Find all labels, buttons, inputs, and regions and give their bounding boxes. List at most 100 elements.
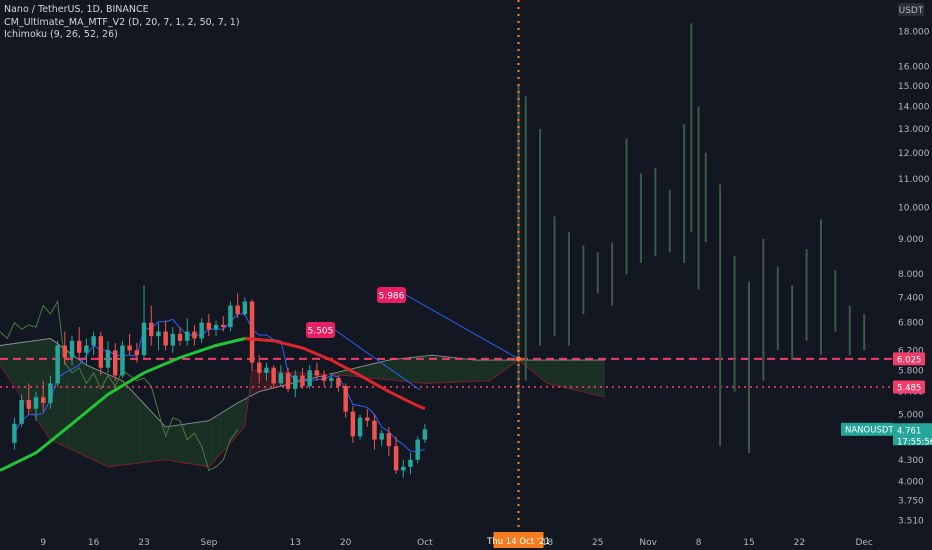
annotations[interactable]: 5.986 5.505	[306, 287, 519, 391]
cloud-segment	[122, 380, 130, 465]
cloud-segment	[201, 420, 209, 467]
candle-body[interactable]	[329, 378, 334, 381]
candle-body[interactable]	[170, 333, 176, 346]
candle-body[interactable]	[163, 331, 168, 346]
cloud-segment	[136, 395, 144, 464]
candle-body[interactable]	[300, 375, 305, 387]
cloud-segment	[554, 360, 562, 387]
candles[interactable]	[12, 285, 428, 478]
candle-body[interactable]	[120, 345, 125, 376]
candle-body[interactable]	[62, 345, 68, 358]
candle-body[interactable]	[19, 400, 24, 424]
candle-body[interactable]	[278, 372, 284, 384]
candle-body[interactable]	[192, 331, 197, 339]
cloud-segment	[381, 360, 389, 380]
cloud-segment	[144, 402, 152, 463]
candle-body[interactable]	[76, 340, 82, 353]
candle-body[interactable]	[365, 417, 370, 421]
candle-body[interactable]	[105, 350, 111, 368]
cloud-segment	[259, 370, 267, 392]
candle-body[interactable]	[221, 324, 226, 328]
candle-body[interactable]	[321, 375, 327, 381]
price-tick-label: 10.000	[898, 203, 930, 213]
candle-body[interactable]	[12, 423, 17, 443]
candle-body[interactable]	[134, 350, 140, 356]
candle-body[interactable]	[257, 362, 262, 373]
candle-body[interactable]	[141, 322, 147, 356]
candle-body[interactable]	[372, 420, 377, 440]
candle-body[interactable]	[343, 386, 348, 412]
price-tick-label: 3.510	[898, 516, 924, 526]
candle-body[interactable]	[249, 301, 255, 363]
candle-body[interactable]	[26, 400, 32, 409]
moving-average-rising	[0, 336, 274, 472]
candle-body[interactable]	[379, 433, 384, 440]
cloud-segment	[43, 338, 51, 440]
candle-body[interactable]	[127, 345, 132, 351]
horizontal-levels[interactable]	[0, 357, 893, 388]
cloud-segment	[388, 359, 397, 381]
candle-body[interactable]	[199, 322, 204, 339]
candle-body[interactable]	[336, 378, 341, 387]
price-tick-label: 13.000	[898, 125, 930, 135]
candle-body[interactable]	[235, 305, 240, 315]
candle-body[interactable]	[156, 331, 161, 337]
candle-body[interactable]	[228, 305, 233, 328]
candle-body[interactable]	[206, 322, 212, 330]
candle-body[interactable]	[98, 336, 104, 368]
candle-body[interactable]	[350, 411, 356, 437]
cloud-segment	[21, 341, 29, 406]
time-axis[interactable]: 9 16 23 Sep 13 20 Oct 18 25 Nov 8 15 22 Dec Thu 14 Oct…	[0, 530, 893, 550]
candle-body[interactable]	[48, 383, 53, 403]
candle-body[interactable]	[55, 345, 60, 384]
legend-ma-indicator[interactable]: CM_Ultimate_MA_MTF_V2 (D, 20, 7, 1, 2, 5…	[4, 16, 240, 28]
candle-body[interactable]	[185, 331, 190, 341]
legend-symbol[interactable]: Nano / TetherUS, 1D, BINANCE	[4, 4, 149, 15]
moving-average-falling	[244, 337, 426, 411]
legend-ichimoku-indicator[interactable]: Ichimoku (9, 26, 52, 26)	[4, 29, 118, 40]
support-price-label[interactable]: 5.485	[893, 380, 925, 394]
candle-body[interactable]	[69, 340, 75, 358]
candle-body[interactable]	[213, 324, 219, 330]
last-price-label-text-0: 4.761	[897, 426, 921, 436]
candle-body[interactable]	[285, 372, 291, 389]
candle-body[interactable]	[314, 370, 320, 376]
upper-target-tag[interactable]: 5.986	[377, 287, 406, 303]
cloud-segment	[208, 416, 216, 467]
candle-body[interactable]	[271, 367, 276, 384]
candle-body[interactable]	[357, 417, 363, 437]
support-price-label-text-0: 5.485	[897, 383, 921, 393]
candle-body[interactable]	[149, 322, 154, 337]
candle-body[interactable]	[401, 466, 406, 471]
candle-body[interactable]	[33, 397, 39, 409]
candle-body[interactable]	[415, 439, 420, 460]
time-tick-label: 8	[696, 538, 702, 548]
candle-body[interactable]	[40, 397, 46, 403]
candle-body[interactable]	[112, 350, 118, 376]
cloud-segment	[496, 360, 505, 376]
candle-body[interactable]	[408, 459, 413, 467]
candle-body[interactable]	[293, 375, 298, 389]
candle-body[interactable]	[393, 446, 399, 471]
resistance-price-label[interactable]: 6.025	[893, 352, 925, 366]
time-tick-label: Dec	[855, 538, 872, 548]
candle-body[interactable]	[242, 301, 248, 315]
price-tick-label: 16.000	[898, 63, 930, 73]
lower-target-tag[interactable]: 5.505	[306, 322, 335, 338]
candle-body[interactable]	[91, 336, 96, 346]
candle-body[interactable]	[84, 345, 89, 353]
unit-box	[898, 3, 924, 16]
price-axis[interactable]: USDT 18.000 16.000 15.000 14.000 13.000 12.000…	[841, 0, 932, 550]
candle-body[interactable]	[177, 333, 183, 341]
conversion-line	[13, 313, 426, 452]
time-tick-label: 22	[794, 538, 805, 548]
candle-body[interactable]	[307, 370, 312, 387]
candle-body[interactable]	[422, 429, 428, 440]
lower-target-tag-box	[306, 322, 335, 338]
symbol-price-badge[interactable]: NANOUSDT	[841, 422, 894, 436]
candle-body[interactable]	[264, 367, 269, 373]
candle-body[interactable]	[386, 433, 392, 447]
